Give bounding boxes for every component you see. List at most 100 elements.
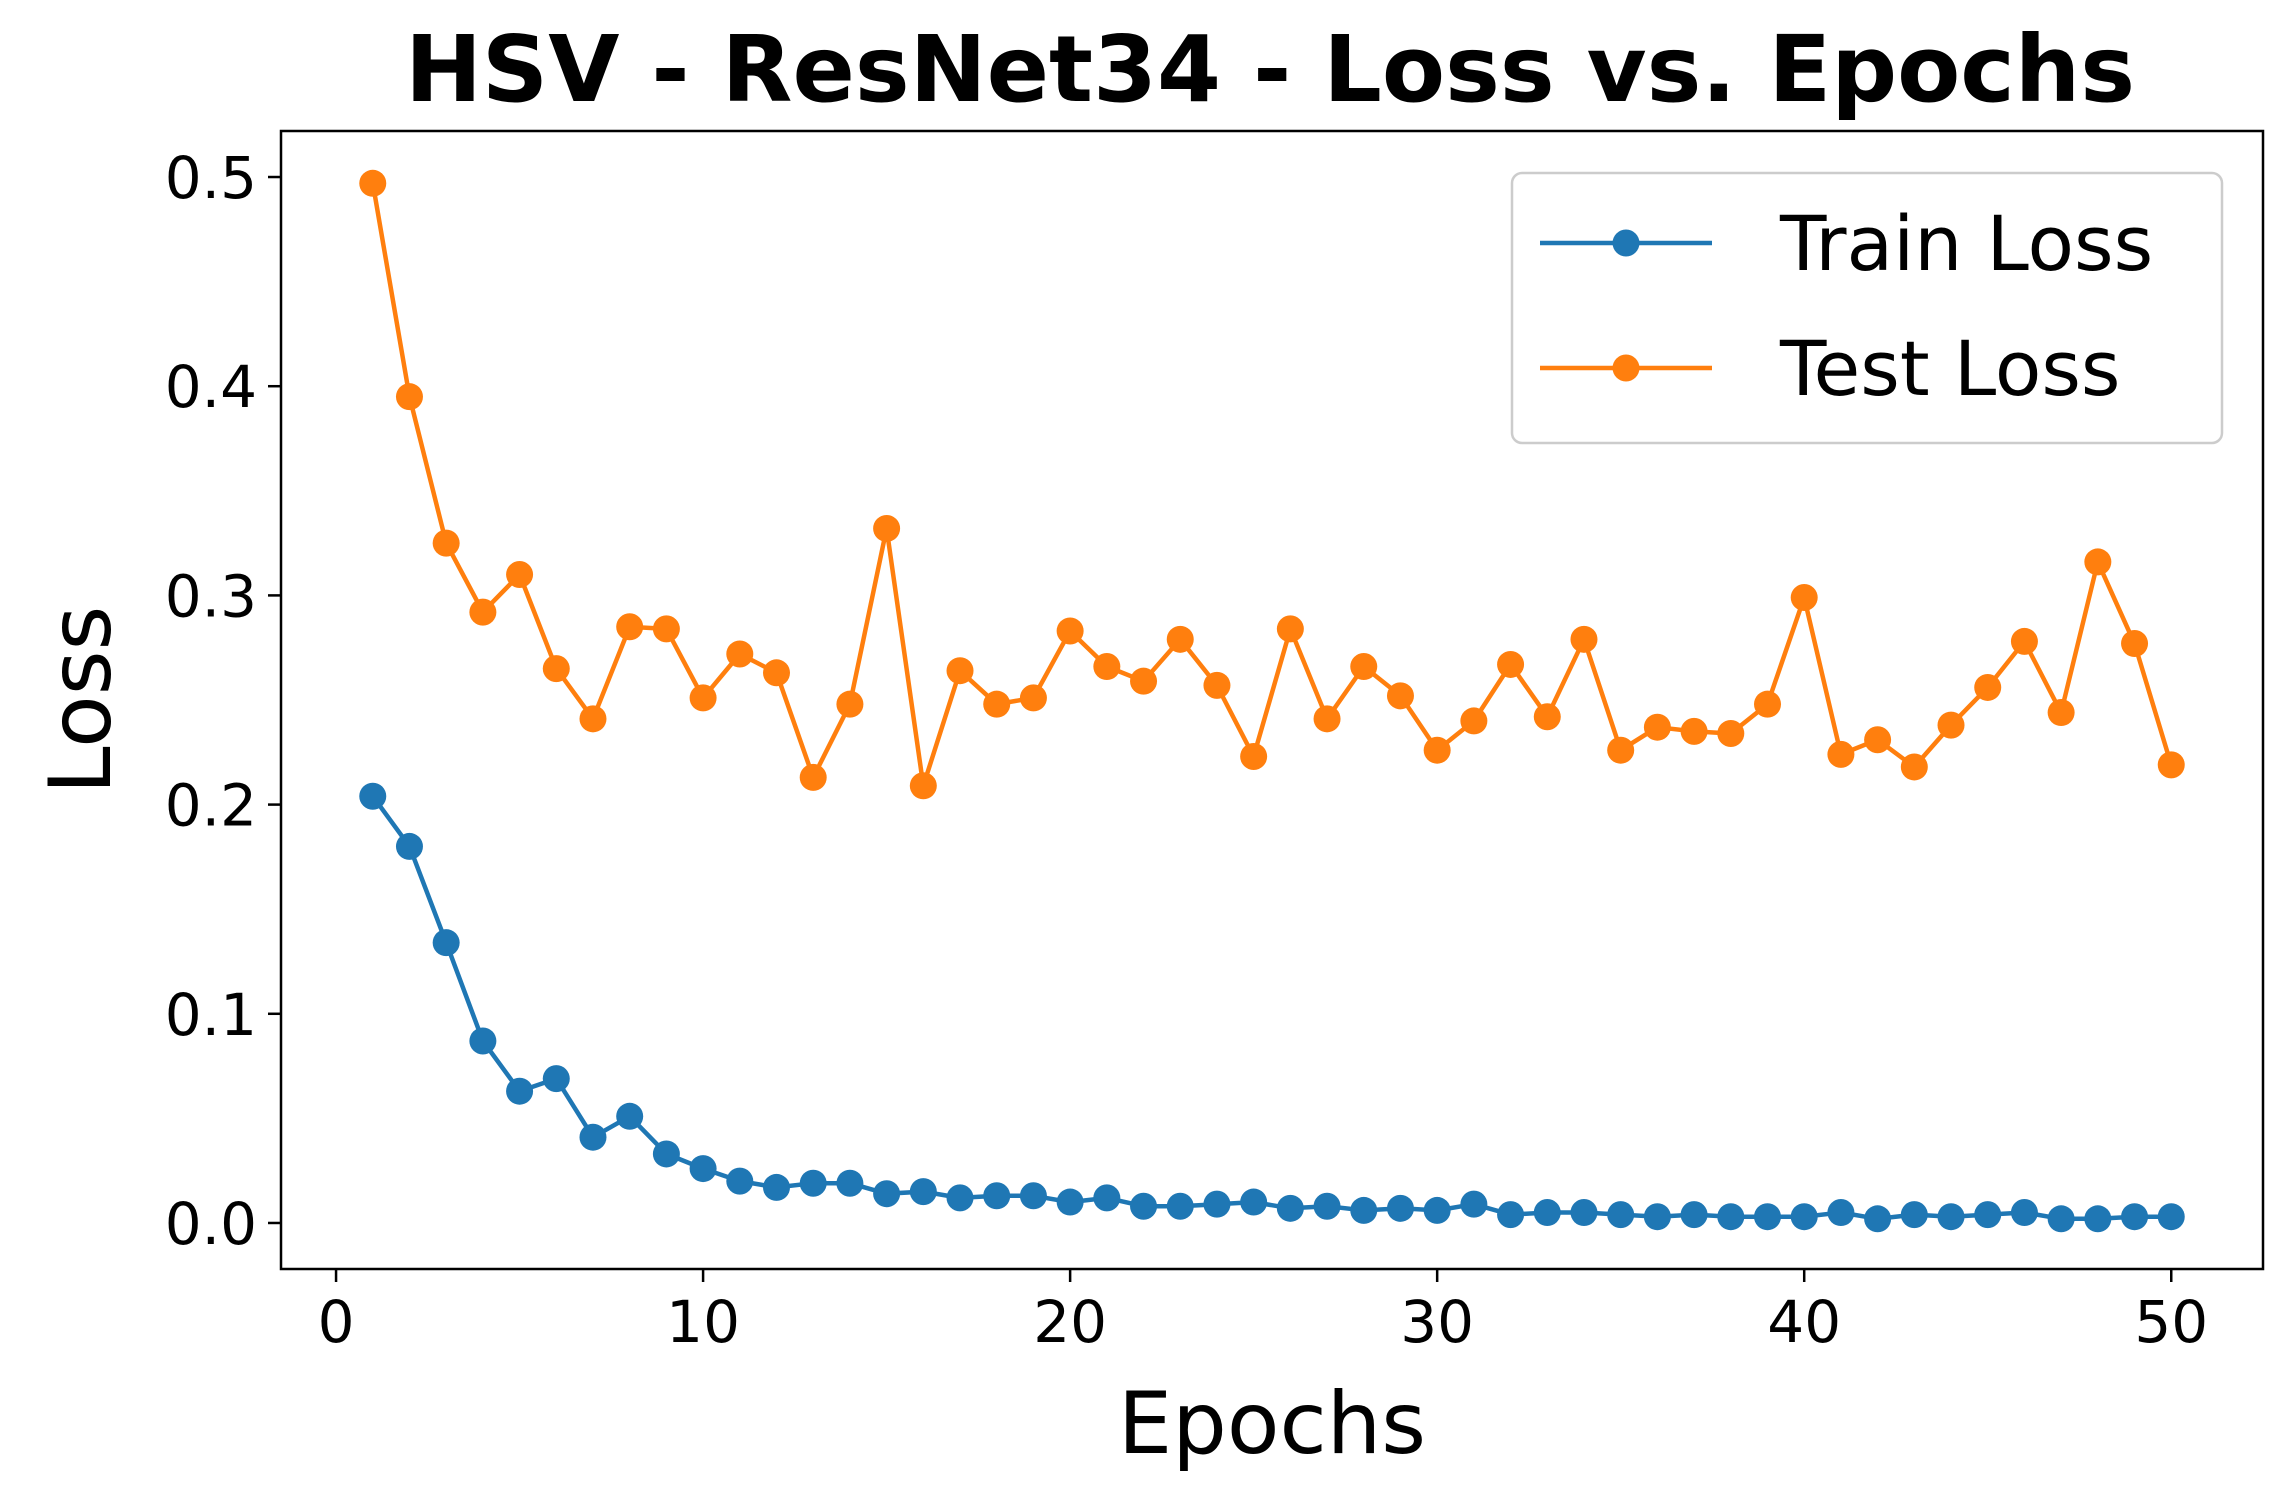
x-tick-label: 10 — [666, 1288, 740, 1356]
data-point — [909, 1178, 937, 1206]
y-axis: 0.0 0.1 0.2 0.3 0.4 0.5 — [165, 144, 281, 1258]
data-point — [506, 560, 534, 588]
data-point — [1937, 1203, 1965, 1231]
data-point — [1056, 1188, 1084, 1216]
data-point — [2157, 751, 2185, 779]
data-point — [1497, 650, 1525, 678]
data-point — [579, 705, 607, 733]
x-tick-label: 0 — [318, 1288, 355, 1356]
data-point — [432, 529, 460, 557]
series-train-loss — [359, 782, 2185, 1233]
data-point — [1680, 717, 1708, 745]
data-point — [1680, 1201, 1708, 1229]
series-test-loss — [359, 169, 2185, 800]
data-point — [1607, 736, 1635, 764]
x-axis: 0 10 20 30 40 50 — [318, 1269, 2208, 1356]
legend-entry: Train Loss — [1540, 199, 2153, 288]
x-axis-label: Epochs — [1118, 1374, 1426, 1474]
data-point — [1130, 667, 1158, 695]
data-point — [1386, 1194, 1414, 1222]
y-tick-label: 0.5 — [165, 144, 257, 212]
legend-entry: Test Loss — [1540, 324, 2121, 413]
data-point — [726, 640, 754, 668]
legend-marker — [1612, 354, 1640, 382]
data-point — [652, 615, 680, 643]
data-point — [1423, 736, 1451, 764]
data-point — [909, 772, 937, 800]
data-point — [1864, 1205, 1892, 1233]
data-point — [1313, 705, 1341, 733]
legend-marker — [1612, 229, 1640, 257]
data-point — [1350, 1196, 1378, 1224]
data-point — [1019, 684, 1047, 712]
data-point — [946, 657, 974, 685]
data-point — [1166, 1192, 1194, 1220]
data-point — [1827, 740, 1855, 768]
data-point — [1827, 1199, 1855, 1227]
data-point — [1570, 625, 1598, 653]
data-point — [946, 1184, 974, 1212]
data-point — [1276, 1194, 1304, 1222]
data-point — [1093, 1184, 1121, 1212]
legend-label: Test Loss — [1779, 324, 2121, 413]
data-point — [1386, 682, 1414, 710]
x-tick-label: 40 — [1767, 1288, 1841, 1356]
data-point — [1240, 1188, 1268, 1216]
data-point — [1460, 1190, 1488, 1218]
data-point — [2010, 1199, 2038, 1227]
data-point — [1166, 625, 1194, 653]
data-point — [836, 1169, 864, 1197]
data-point — [1240, 742, 1268, 770]
data-point — [983, 690, 1011, 718]
data-point — [1790, 583, 1818, 611]
data-point — [2157, 1203, 2185, 1231]
data-point — [506, 1077, 534, 1105]
data-point — [579, 1123, 607, 1151]
data-point — [1974, 673, 2002, 701]
data-point — [1533, 1199, 1561, 1227]
y-tick-label: 0.3 — [165, 562, 257, 630]
data-point — [395, 832, 423, 860]
data-point — [1093, 653, 1121, 681]
data-point — [542, 1065, 570, 1093]
data-point — [763, 1173, 790, 1201]
data-point — [763, 659, 790, 687]
data-point — [1607, 1201, 1635, 1229]
legend-frame — [1510, 171, 2224, 445]
data-point — [1643, 713, 1671, 741]
data-point — [873, 514, 901, 542]
data-point — [1717, 1203, 1745, 1231]
data-point — [689, 684, 717, 712]
data-point — [1790, 1203, 1818, 1231]
data-point — [469, 1027, 497, 1055]
data-point — [1533, 703, 1561, 731]
data-point — [1350, 653, 1378, 681]
data-point — [1056, 617, 1084, 645]
data-point — [1203, 1190, 1231, 1218]
data-point — [2047, 699, 2075, 727]
legend-label: Train Loss — [1779, 199, 2153, 288]
data-point — [2084, 548, 2112, 576]
data-point — [1570, 1199, 1598, 1227]
data-point — [799, 763, 827, 791]
data-point — [2121, 630, 2149, 658]
x-tick-label: 30 — [1400, 1288, 1474, 1356]
data-point — [1717, 719, 1745, 747]
data-point — [1460, 707, 1488, 735]
data-point — [1643, 1203, 1671, 1231]
chart-title: HSV - ResNet34 - Loss vs. Epochs — [405, 16, 2135, 123]
data-point — [1754, 1203, 1781, 1231]
x-tick-label: 20 — [1033, 1288, 1107, 1356]
data-point — [1276, 615, 1304, 643]
data-point — [799, 1169, 827, 1197]
data-point — [359, 782, 387, 810]
data-point — [2121, 1203, 2149, 1231]
data-point — [1130, 1192, 1158, 1220]
data-point — [2084, 1205, 2112, 1233]
data-point — [652, 1140, 680, 1168]
data-point — [616, 1102, 644, 1130]
y-tick-label: 0.1 — [165, 981, 257, 1049]
data-point — [1937, 711, 1965, 739]
legend: Train Loss Test Loss — [1510, 171, 2224, 445]
plot-area — [279, 129, 2265, 1271]
